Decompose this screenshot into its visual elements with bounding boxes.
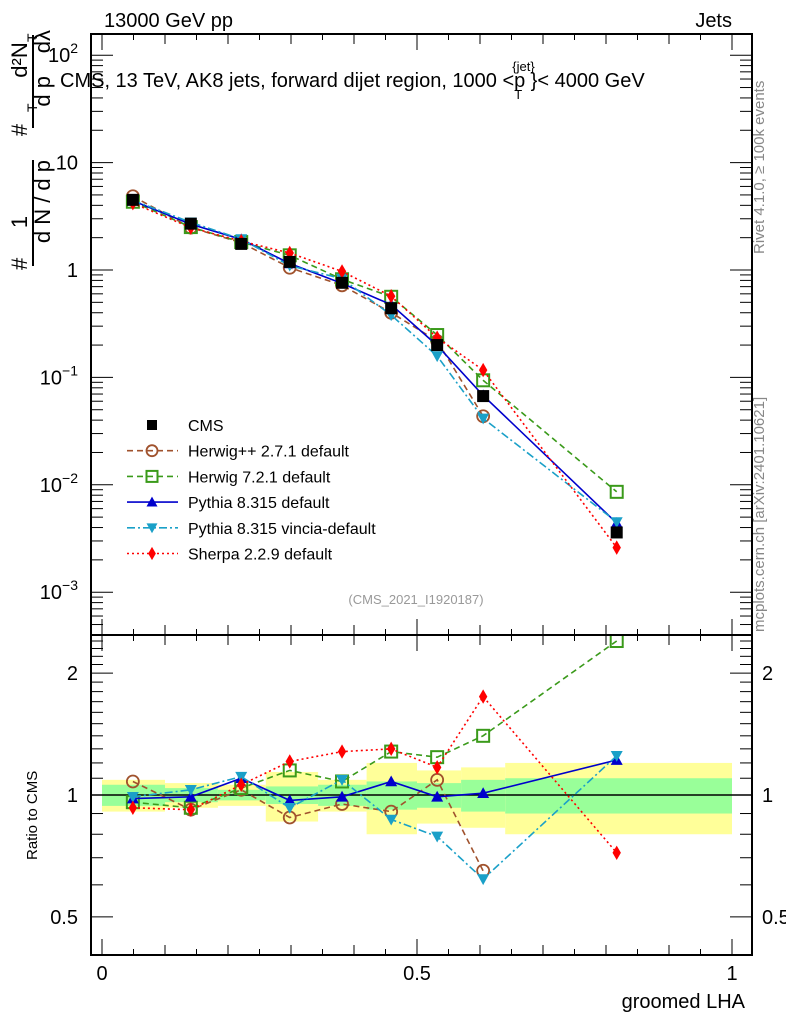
- plot-title-sub: T: [514, 87, 522, 102]
- plot-title: CMS, 13 TeV, AK8 jets, forward dijet reg…: [60, 59, 645, 102]
- marker-square: [283, 255, 296, 268]
- plot-title-sup: {jet}: [512, 59, 535, 74]
- marker-triangle-up: [146, 496, 158, 507]
- marker-diamond: [337, 264, 347, 279]
- ratio-y-tick-label: 1: [67, 785, 78, 807]
- marker-triangle-down: [610, 750, 623, 762]
- marker-triangle-up: [477, 787, 490, 799]
- svg-text:#: #: [7, 257, 32, 270]
- svg-text:#: #: [7, 123, 32, 136]
- marker-square: [336, 276, 349, 289]
- ratio-y-tick-label-right: 0.5: [762, 907, 786, 929]
- marker-diamond: [237, 777, 246, 792]
- svg-text:d p: d p: [30, 76, 55, 107]
- marker-square: [147, 420, 157, 430]
- svg-text:T: T: [24, 33, 40, 42]
- x-axis-label: groomed LHA: [622, 991, 746, 1013]
- mcplots-label: mcplots.cern.ch [arXiv:2401.10621]: [751, 397, 768, 632]
- plot-title-main: CMS, 13 TeV, AK8 jets, forward dijet reg…: [60, 70, 525, 92]
- legend: CMS Herwig++ 2.7.1 default Herwig 7.2.1 de…: [127, 418, 376, 564]
- marker-diamond: [478, 689, 488, 704]
- main-plot-frame: [90, 33, 753, 636]
- marker-square: [431, 339, 444, 352]
- band-inner: [505, 778, 732, 814]
- ratio-y-tick-label-right: 2: [762, 663, 773, 685]
- marker-diamond: [337, 744, 347, 759]
- marker-diamond: [612, 845, 621, 860]
- y-tick-label: 10−2: [40, 470, 78, 497]
- y-tick-label: 10−3: [40, 577, 78, 604]
- marker-diamond: [285, 754, 294, 769]
- marker-diamond: [478, 362, 488, 378]
- marker-diamond: [612, 540, 621, 555]
- marker-triangle-down: [431, 831, 444, 843]
- header-right: Jets: [695, 10, 732, 32]
- legend-label-cms: CMS: [188, 418, 224, 435]
- legend-label-h7: Herwig 7.2.1 default: [188, 469, 331, 486]
- header-left: 13000 GeV pp: [104, 10, 233, 32]
- marker-triangle-down: [184, 785, 197, 796]
- marker-diamond: [386, 289, 396, 304]
- marker-triangle-down: [336, 775, 349, 786]
- rivet-label: Rivet 4.1.0, ≥ 100k events: [751, 81, 768, 254]
- legend-label-py: Pythia 8.315 default: [188, 495, 330, 512]
- marker-open-square: [609, 484, 624, 499]
- svg-text:d²N: d²N: [7, 42, 32, 77]
- marker-triangle-down: [477, 413, 490, 425]
- marker-diamond: [186, 802, 196, 817]
- ratio-y-tick-label: 2: [67, 663, 78, 685]
- marker-open-square: [476, 728, 491, 743]
- x-tick-label: 1: [726, 963, 737, 985]
- ratio-y-tick-label-right: 1: [762, 785, 773, 807]
- y-tick-label: 10: [56, 153, 78, 175]
- watermark: (CMS_2021_I1920187): [348, 592, 483, 607]
- plot-title-tail: }< 4000 GeV: [531, 70, 646, 92]
- marker-diamond: [432, 760, 442, 775]
- marker-triangle-up: [385, 775, 398, 787]
- marker-triangle-down: [146, 523, 158, 534]
- x-tick-label: 0: [96, 963, 107, 985]
- marker-square: [184, 217, 197, 230]
- marker-square: [385, 302, 398, 315]
- marker-triangle-down: [235, 771, 248, 783]
- marker-triangle-up: [336, 790, 349, 802]
- marker-diamond: [386, 741, 396, 757]
- legend-label-hpp: Herwig++ 2.7.1 default: [188, 444, 350, 461]
- axis-ticks: 0 0.5 1 102 10 1 10−1 10−2 10−3 2 2 1 1 0.5 0.5: [40, 34, 786, 985]
- marker-triangle-down: [283, 802, 296, 814]
- marker-open-circle: [125, 774, 140, 789]
- series-line-h7: [132, 640, 618, 809]
- marker-diamond: [128, 800, 138, 815]
- svg-text:d N / d p: d N / d p: [30, 160, 55, 243]
- marker-triangle-down: [385, 814, 398, 826]
- main-ylabel: # 1 d N / d p T # d²N d p T dλ: [7, 30, 55, 270]
- legend-label-sh: Sherpa 2.2.9 default: [188, 547, 333, 564]
- marker-triangle-down: [126, 791, 139, 803]
- marker-triangle-down: [477, 874, 490, 886]
- marker-diamond: [148, 546, 156, 561]
- x-tick-label: 0.5: [403, 963, 431, 985]
- ratio-y-tick-label: 0.5: [50, 907, 78, 929]
- ratio-series-lines: [125, 634, 624, 886]
- marker-triangle-up: [431, 790, 444, 802]
- marker-triangle-up: [283, 794, 296, 806]
- svg-text:1: 1: [7, 216, 32, 228]
- y-tick-label: 102: [48, 40, 78, 67]
- marker-open-square: [145, 469, 159, 483]
- y-tick-label: 1: [67, 260, 78, 282]
- main-series-lines: [125, 189, 624, 555]
- marker-triangle-up: [184, 790, 197, 802]
- marker-square: [235, 237, 248, 250]
- marker-square: [126, 193, 139, 206]
- marker-triangle-down: [431, 351, 444, 363]
- ratio-ylabel: Ratio to CMS: [24, 771, 41, 860]
- legend-label-vin: Pythia 8.315 vincia-default: [188, 521, 376, 538]
- marker-triangle-down: [610, 517, 623, 529]
- y-tick-label: 10−1: [40, 362, 78, 389]
- marker-square: [610, 526, 623, 539]
- svg-text:dλ: dλ: [30, 30, 55, 53]
- marker-square: [477, 390, 490, 403]
- marker-open-circle: [145, 444, 159, 458]
